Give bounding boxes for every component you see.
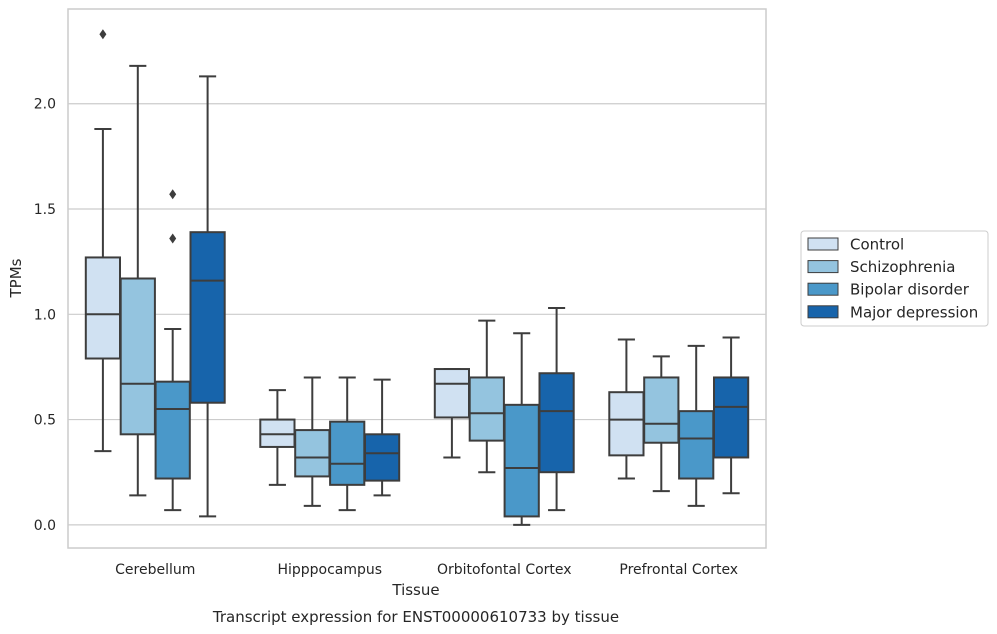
box: [608, 391, 645, 457]
box-group: [468, 319, 505, 474]
box-group: [608, 338, 645, 480]
x-tick-label: Prefrontal Cortex: [619, 562, 738, 578]
box-group: [643, 355, 680, 493]
outlier-point: [99, 29, 107, 40]
outlier-point: [169, 233, 177, 244]
box-group: [294, 376, 331, 507]
box: [643, 376, 680, 444]
x-tick-label: Hipppocampus: [277, 562, 382, 578]
y-tick-label: 0.5: [34, 413, 56, 429]
box-group: [84, 29, 122, 453]
box-group: [154, 189, 191, 512]
box: [363, 433, 401, 482]
legend-swatch: [807, 305, 839, 319]
legend-entries: Control Schizophrenia Bipolar disorder Majo…: [807, 236, 978, 321]
legend-label: Control: [850, 236, 904, 254]
box: [433, 368, 471, 419]
legend-swatch: [807, 282, 839, 296]
x-axis-title: Tissue: [391, 581, 439, 599]
box-group: [503, 332, 540, 526]
x-tick-label: Cerebellum: [115, 562, 195, 578]
y-tick-labels: 0.0 0.5 1.0 1.5 2.0: [34, 97, 56, 534]
y-tick-label: 1.5: [34, 202, 56, 218]
box: [538, 372, 575, 474]
box: [154, 380, 191, 480]
box-group: [712, 336, 750, 495]
box: [329, 420, 366, 486]
box: [468, 376, 505, 442]
x-tick-labels: Cerebellum Hipppocampus Orbitofontal Corte…: [115, 562, 738, 578]
box: [503, 403, 540, 518]
box-group: [538, 306, 575, 512]
legend-label: Bipolar disorder: [850, 281, 970, 299]
legend-label: Major depression: [850, 303, 978, 321]
box-group: [259, 389, 296, 486]
box: [678, 410, 715, 480]
box-group: [189, 75, 226, 518]
box: [84, 256, 122, 360]
legend-swatch: [807, 237, 839, 251]
chart-caption: Transcript expression for ENST0000061073…: [212, 608, 619, 626]
x-tick-label: Orbitofontal Cortex: [437, 562, 572, 578]
box-layer: [84, 29, 750, 526]
box: [119, 277, 156, 436]
plot-frame: [67, 8, 767, 549]
legend-label: Schizophrenia: [850, 258, 955, 276]
y-tick-label: 0.0: [34, 518, 56, 534]
box-group: [433, 368, 471, 459]
y-tick-label: 1.0: [34, 307, 56, 323]
box: [259, 418, 296, 448]
y-axis-title: TPMs: [7, 258, 25, 298]
box-group: [363, 378, 401, 497]
legend-swatch: [807, 260, 839, 274]
box-group: [119, 64, 156, 497]
box: [189, 231, 226, 404]
box-group: [678, 344, 715, 507]
outlier-point: [169, 189, 177, 200]
box: [294, 429, 331, 478]
box: [712, 376, 750, 459]
legend: Control Schizophrenia Bipolar disorder Majo…: [800, 230, 989, 327]
y-tick-label: 2.0: [34, 97, 56, 113]
box-group: [329, 376, 366, 512]
legend-frame: [800, 230, 989, 327]
